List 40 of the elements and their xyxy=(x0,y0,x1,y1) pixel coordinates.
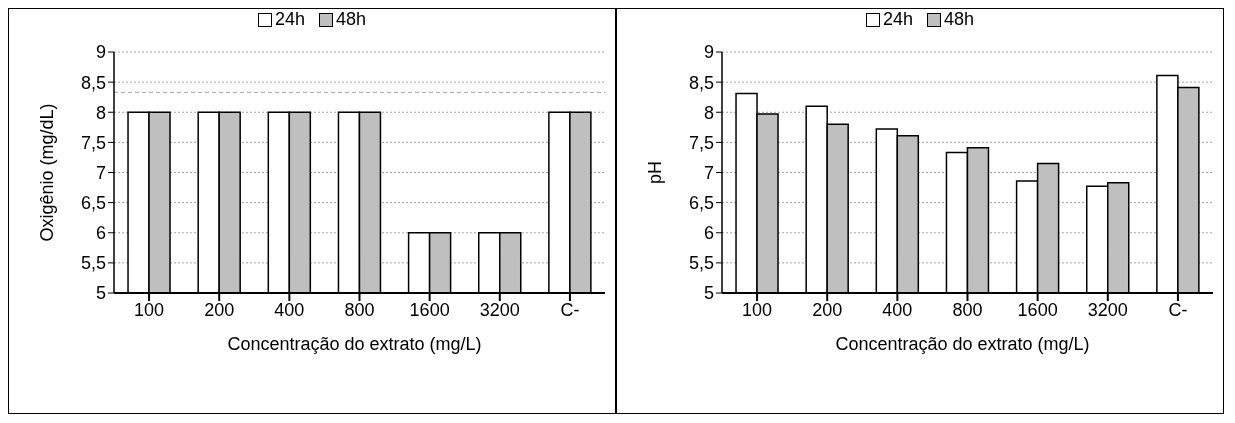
legend-label: 48h xyxy=(943,9,975,30)
y-tick-label: 6,5 xyxy=(688,193,714,214)
x-tick-label: 800 xyxy=(952,299,983,320)
y-axis-title: pH xyxy=(645,160,666,185)
y-tick-label: 6,5 xyxy=(80,193,106,214)
x-tick-label: 1600 xyxy=(1017,299,1058,320)
legend-label: 48h xyxy=(335,9,367,30)
y-tick-label: 8,5 xyxy=(688,72,714,93)
y-tick-label: 5,5 xyxy=(80,253,106,274)
y-axis-title: Oxigênio (mg/dL) xyxy=(37,103,58,242)
x-tick-label: 400 xyxy=(882,299,913,320)
x-tick-label: 200 xyxy=(812,299,843,320)
y-tick-label: 9 xyxy=(703,42,714,63)
x-tick-label: C- xyxy=(1168,299,1188,320)
y-tick-label: 8 xyxy=(95,102,106,123)
y-tick-label: 7 xyxy=(703,162,714,183)
legend-label: 24h xyxy=(881,9,913,30)
y-tick-label: 7,5 xyxy=(688,132,714,153)
y-tick-label: 7,5 xyxy=(80,132,106,153)
x-tick-label: 3200 xyxy=(1087,299,1128,320)
x-tick-label: 1600 xyxy=(409,299,450,320)
y-tick-label: 5 xyxy=(703,283,714,304)
y-tick-label: 7 xyxy=(95,162,106,183)
y-tick-label: 8,5 xyxy=(80,72,106,93)
x-tick-label: 3200 xyxy=(479,299,520,320)
x-axis-title: Concentração do extrato (mg/L) xyxy=(834,334,1091,355)
y-tick-label: 8 xyxy=(703,102,714,123)
x-tick-label: C- xyxy=(560,299,580,320)
x-axis-title: Concentração do extrato (mg/L) xyxy=(226,334,483,355)
y-tick-label: 5 xyxy=(95,283,106,304)
x-tick-label: 100 xyxy=(134,299,165,320)
x-tick-label: 100 xyxy=(742,299,773,320)
legend-label: 24h xyxy=(273,9,305,30)
y-tick-label: 6 xyxy=(95,223,106,244)
x-tick-label: 200 xyxy=(204,299,235,320)
y-tick-label: 9 xyxy=(95,42,106,63)
y-tick-label: 5,5 xyxy=(688,253,714,274)
x-tick-label: 400 xyxy=(274,299,305,320)
x-tick-label: 800 xyxy=(344,299,375,320)
y-tick-label: 6 xyxy=(703,223,714,244)
